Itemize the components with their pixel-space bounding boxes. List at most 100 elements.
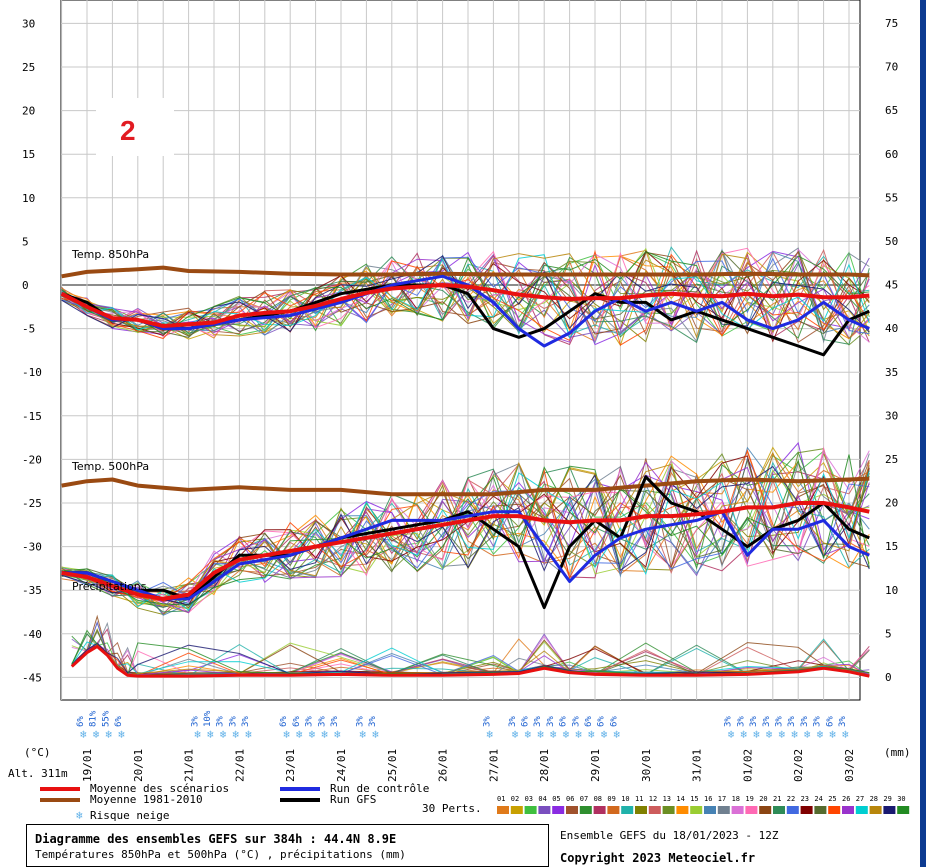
snow-risk-pct: 3% <box>317 716 327 727</box>
snow-risk-mark: 3%❄ <box>241 716 252 741</box>
section-label-precip: Précipitations <box>72 580 147 593</box>
perturbation-number: 27 <box>856 795 864 803</box>
perturbation-number: 09 <box>607 795 615 803</box>
perturbation-swatch <box>800 806 813 814</box>
perturbation-swatch <box>607 806 620 814</box>
legend-label: Run de contrôle <box>330 782 429 795</box>
snowflake-icon: ❄ <box>93 728 100 741</box>
perturbation-swatch <box>786 806 799 814</box>
snow-risk-pct: 6% <box>825 716 835 727</box>
snow-risk-pct: 3% <box>190 716 200 727</box>
left-tick-label: -30 <box>22 541 42 554</box>
snowflake-icon: ❄ <box>728 728 735 741</box>
snow-risk-mark: 6%❄ <box>597 716 608 741</box>
snow-risk-pct: 6% <box>609 716 619 727</box>
right-axis-unit: (mm) <box>884 746 911 759</box>
left-tick-label: 25 <box>22 61 35 74</box>
snow-risk-mark: 3%❄ <box>355 716 366 741</box>
legend-swatch <box>280 798 320 802</box>
perturbation-number: 29 <box>883 795 891 803</box>
right-tick-label: 30 <box>885 409 898 422</box>
right-tick-label: 5 <box>885 627 892 640</box>
right-tick-label: 55 <box>885 191 898 204</box>
perturbation-swatch <box>704 806 716 814</box>
perturbation-number: 24 <box>814 795 822 803</box>
right-tick-label: 10 <box>885 584 898 597</box>
snow-risk-pct: 3% <box>749 716 759 727</box>
snow-risk-pct: 6% <box>559 716 569 727</box>
snowflake-icon: ❄ <box>563 728 570 741</box>
date-label: 21/01 <box>183 749 196 782</box>
legend-swatch <box>280 787 320 791</box>
snowflake-icon: ❄ <box>76 809 83 822</box>
perturbation-swatch <box>717 806 730 814</box>
snow-risk-pct: 6% <box>114 716 124 727</box>
perturbation-swatch <box>566 806 578 814</box>
left-tick-label: -20 <box>22 453 42 466</box>
perturbation-swatch <box>842 806 854 814</box>
perturbation-swatch <box>524 806 537 814</box>
snow-risk-mark: 6%❄ <box>521 716 532 741</box>
right-tick-label: 50 <box>885 235 898 248</box>
snow-risk-pct: 3% <box>546 716 556 727</box>
perturbation-swatch <box>759 806 772 814</box>
snowflake-icon: ❄ <box>601 728 608 741</box>
member-line <box>61 451 870 607</box>
snow-risk-pct: 6% <box>292 716 302 727</box>
member-line <box>61 446 870 614</box>
right-tick-label: 40 <box>885 322 898 335</box>
snowflake-icon: ❄ <box>525 728 532 741</box>
snowflake-icon: ❄ <box>817 728 824 741</box>
perturbation-swatch <box>552 806 565 814</box>
date-axis: 19/01 20/01 21/01 22/01 23/01 24/01 25/01 26/01… <box>81 749 856 782</box>
snow-risk-mark: 3%❄ <box>190 716 201 741</box>
perturbation-swatch <box>621 806 634 814</box>
left-tick-label: 30 <box>22 17 35 30</box>
right-tick-label: 15 <box>885 540 898 553</box>
left-tick-label: -45 <box>22 671 42 684</box>
snowflake-icon: ❄ <box>740 728 747 741</box>
window-edge <box>920 0 926 867</box>
snow-risk-pct: 3% <box>482 716 492 727</box>
date-label: 28/01 <box>538 749 551 782</box>
perturbation-number: 13 <box>663 795 671 803</box>
snow-risk-mark: 6%❄ <box>584 716 595 741</box>
perturbation-number: 17 <box>718 795 726 803</box>
perturbation-swatch <box>745 806 758 814</box>
perturbations-label: 30 Perts. <box>422 802 482 815</box>
perturbation-number: 23 <box>801 795 809 803</box>
snowflake-icon: ❄ <box>613 728 620 741</box>
date-label: 19/01 <box>81 749 94 782</box>
snow-risk-pct: 3% <box>762 716 772 727</box>
right-tick-label: 70 <box>885 61 898 74</box>
date-label: 31/01 <box>691 749 704 782</box>
snow-risk-mark: 6%❄ <box>279 716 290 741</box>
perturbation-number: 22 <box>787 795 795 803</box>
annotation-number: 2 <box>120 115 136 146</box>
snowflake-icon: ❄ <box>588 728 595 741</box>
snow-risk-pct: 3% <box>838 716 848 727</box>
snowflake-icon: ❄ <box>80 728 87 741</box>
perturbation-number: 20 <box>759 795 767 803</box>
perturbation-number: 16 <box>704 795 712 803</box>
snow-risk-pct: 3% <box>775 716 785 727</box>
date-label: 29/01 <box>589 749 602 782</box>
right-tick-label: 0 <box>885 671 892 684</box>
member-line <box>61 256 870 345</box>
snow-risk-pct: 6% <box>584 716 594 727</box>
snow-risk-mark: 3%❄ <box>533 716 544 741</box>
series-line-t500 <box>61 476 870 497</box>
legend-swatch <box>40 798 80 802</box>
snow-risk-mark: 3%❄ <box>228 716 239 741</box>
snowflake-icon: ❄ <box>220 728 227 741</box>
snowflake-icon: ❄ <box>296 728 303 741</box>
snowflake-icon: ❄ <box>842 728 849 741</box>
perturbation-number: 10 <box>621 795 629 803</box>
left-tick-label: -15 <box>22 410 42 423</box>
left-tick-label: -40 <box>22 628 42 641</box>
annotation-box <box>96 98 174 156</box>
perturbation-number: 30 <box>897 795 905 803</box>
snow-risk-pct: 10% <box>203 710 213 727</box>
snowflake-icon: ❄ <box>321 728 328 741</box>
